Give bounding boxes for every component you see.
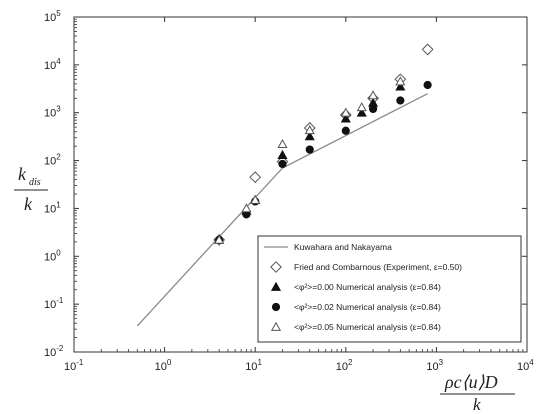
legend-label: <φ²>=0.00 Numerical analysis (ε=0.84)	[294, 282, 441, 292]
legend: Kuwahara and Nakayama Fried and Combarnou…	[257, 235, 522, 343]
open-triangle-point	[356, 102, 367, 112]
series-4	[214, 76, 406, 244]
open-triangle-point	[241, 203, 252, 213]
y-tick-label: 105	[44, 9, 61, 24]
x-tick-label: 102	[336, 358, 353, 373]
filled-circle-point	[341, 126, 350, 135]
open-triangle-point	[368, 90, 379, 100]
open-triangle-point	[277, 138, 288, 149]
open-triangle-point	[250, 194, 261, 204]
y-axis-numerator: k	[18, 164, 27, 184]
legend-box	[257, 235, 522, 343]
filled-triangle-point	[395, 81, 406, 91]
open-diamond-point	[421, 43, 434, 56]
x-axis-title: ρc⟨u⟩D k	[440, 372, 515, 414]
y-tick-label: 101	[44, 200, 61, 215]
y-tick-label: 104	[44, 57, 61, 72]
legend-marker	[270, 261, 282, 273]
x-axis-denominator: k	[473, 395, 481, 414]
filled-circle-point	[396, 96, 405, 105]
x-tick-label: 10-1	[64, 358, 84, 373]
y-axis-subscript: dis	[29, 177, 41, 188]
legend-marker	[270, 281, 282, 291]
filled-triangle-point	[340, 113, 351, 123]
filled-circle-point	[368, 104, 378, 114]
y-tick-label: 100	[44, 248, 61, 263]
open-triangle-point	[340, 107, 351, 117]
series-3	[215, 80, 432, 244]
open-triangle-point	[214, 234, 225, 244]
legend-label: Kuwahara and Nakayama	[294, 242, 392, 252]
x-tick-label: 101	[245, 358, 262, 373]
open-triangle-point	[304, 125, 315, 135]
legend-label: <φ²>=0.05 Numerical analysis (ε=0.84)	[294, 322, 441, 332]
y-tick-label: 10-1	[44, 296, 64, 311]
legend-label: <φ²>=0.02 Numerical analysis (ε=0.84)	[294, 302, 441, 312]
filled-triangle-point	[304, 131, 315, 141]
legend-label: Fried and Combarnous (Experiment, ε=0.50…	[294, 262, 462, 272]
open-triangle-point	[395, 76, 406, 86]
x-axis-numerator: ρc⟨u⟩D	[444, 372, 498, 392]
y-axis-title: k dis k	[14, 164, 48, 214]
legend-marker	[271, 302, 281, 312]
y-tick-label: 10-2	[44, 344, 64, 359]
legend-marker	[270, 321, 282, 331]
filled-circle-point	[278, 159, 287, 169]
filled-triangle-point	[277, 149, 288, 159]
y-tick-label: 102	[44, 153, 61, 168]
y-axis-denominator: k	[24, 194, 33, 214]
y-tick-label: 103	[44, 105, 61, 120]
x-tick-label: 100	[155, 358, 172, 373]
filled-circle-point	[423, 80, 432, 90]
open-diamond-point	[249, 171, 262, 184]
x-tick-label: 104	[517, 358, 534, 373]
filled-triangle-point	[356, 107, 367, 117]
plot-frame	[73, 16, 528, 353]
filled-circle-point	[305, 145, 314, 154]
x-tick-label: 103	[426, 358, 443, 373]
